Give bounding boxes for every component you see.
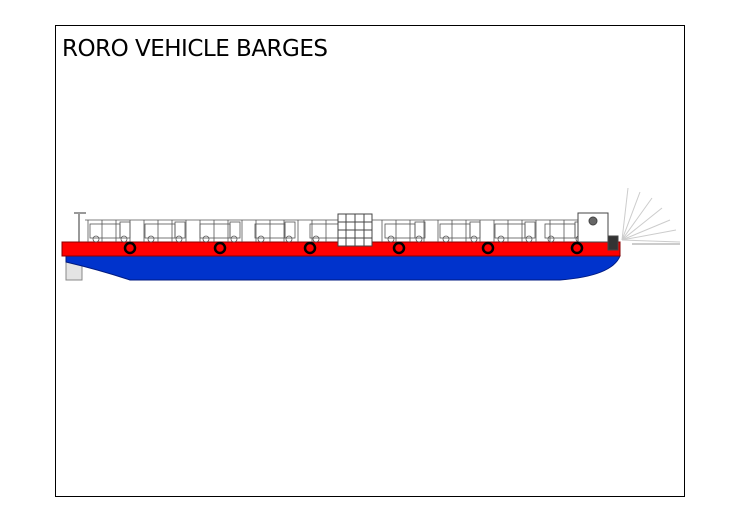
truck [254, 221, 296, 243]
truck [144, 221, 186, 243]
truck [384, 221, 426, 243]
truck [439, 221, 481, 243]
tire-fender [123, 241, 137, 255]
tire-fender [303, 241, 317, 255]
ramp [621, 187, 681, 245]
deck-cargo [85, 219, 586, 243]
tire-fender [570, 241, 584, 255]
mast [74, 212, 86, 242]
fenders [123, 241, 584, 255]
tire-fender [213, 241, 227, 255]
tire-fender [481, 241, 495, 255]
truck [89, 221, 131, 243]
tire-fender [392, 241, 406, 255]
truck [199, 221, 241, 243]
bow-house [577, 212, 619, 251]
hull [65, 255, 621, 281]
slide-title: RORO VEHICLE BARGES [62, 36, 328, 62]
slide-frame [55, 25, 685, 497]
truck [494, 221, 536, 243]
cage [337, 213, 373, 247]
